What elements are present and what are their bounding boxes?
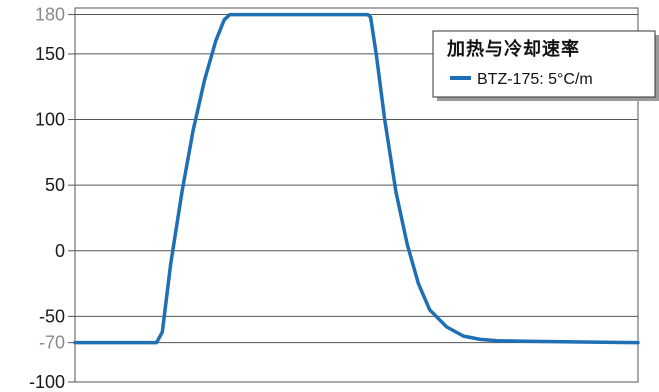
y-tick-label: 0 — [55, 241, 65, 261]
series-line — [73, 12, 640, 345]
gridlines — [75, 14, 638, 383]
y-tick-label: 50 — [45, 175, 65, 195]
legend-box — [432, 30, 656, 98]
y-tick-label: -50 — [39, 306, 65, 326]
y-tick-label: 150 — [35, 44, 65, 64]
legend: 加热与冷却速率 BTZ-175: 5°C/m — [432, 30, 659, 101]
series-group — [73, 12, 640, 345]
y-tick-label: -100 — [29, 372, 65, 392]
y-tick-label: -70 — [39, 333, 65, 353]
legend-series-label: BTZ-175: 5°C/m — [477, 71, 593, 88]
y-tick-label: 180 — [35, 5, 65, 25]
legend-title: 加热与冷却速率 — [446, 38, 580, 60]
y-axis: 180 150 100 50 0 -50 -70 -100 — [29, 5, 75, 392]
plot-area-frame — [74, 7, 639, 383]
y-tick-label: 100 — [35, 110, 65, 130]
